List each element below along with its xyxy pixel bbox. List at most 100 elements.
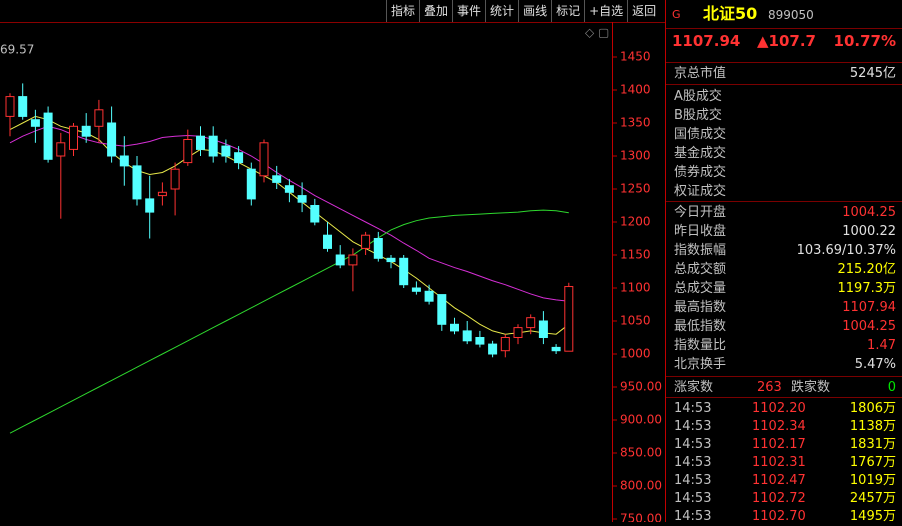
row-value: 5.47% [854,357,896,372]
toolbar-button[interactable]: 统计 [485,0,518,22]
panel-border [665,0,666,522]
candle-body [424,290,434,302]
y-tick-label: 1250 [620,182,651,196]
row-label: A股成交 [674,89,722,104]
down-count: 0 [887,380,896,395]
row-value: 103.69/10.37% [796,243,896,258]
row-label: 总成交额 [674,262,727,277]
toolbar-button[interactable]: 画线 [518,0,551,22]
toolbar-button[interactable]: 指标 [386,0,419,22]
candle-body [361,234,371,249]
y-tick-label: 1050 [620,314,651,328]
row-value: 1004.25 [842,205,896,220]
tick-time: 14:53 [674,419,712,434]
candle-body [475,337,485,345]
y-tick-label: 950.00 [620,380,662,394]
candle-body [81,125,91,137]
candle-body [132,165,142,200]
index-code: 899050 [768,8,814,22]
tick-time: 14:53 [674,455,712,470]
tick-volume: 1138万 [849,419,896,434]
separator [666,28,902,29]
tick-time: 14:53 [674,509,712,524]
tick-price: 1102.31 [752,455,806,470]
row-label: 债券成交 [674,165,727,180]
candle-body [538,320,548,338]
toolbar-button[interactable]: 返回 [627,0,660,22]
y-tick-label: 1350 [620,116,651,130]
index-name: 北证50 [703,4,758,23]
row-label: 权证成交 [674,184,727,199]
candle-body [119,155,129,167]
down-label: 跌家数 [791,380,831,395]
candle-body [373,238,383,259]
candle-body [259,142,269,177]
toolbar-button[interactable]: 叠加 [419,0,452,22]
row-label: 最高指数 [674,300,727,315]
separator [666,62,902,63]
row-value: 1197.3万 [837,281,897,296]
candle-body [30,119,40,127]
tick-price: 1102.17 [752,437,806,452]
toolbar-button[interactable]: +自选 [584,0,627,22]
candle-body [18,96,28,117]
row-label: 北京换手 [674,357,727,372]
tick-volume: 1806万 [849,401,896,416]
change: ▲107.7 [757,32,816,50]
y-tick-label: 1400 [620,83,651,97]
candle-body [69,125,78,150]
ma-line [9,115,570,335]
candle-body [183,139,193,164]
toolbar-button[interactable]: 标记 [551,0,584,22]
tick-time: 14:53 [674,401,712,416]
y-tick-label: 1000 [620,347,651,361]
tick-volume: 1831万 [849,437,896,452]
candle-body [272,175,282,183]
candle-body [43,112,53,160]
candle-body [526,317,536,329]
tick-price: 1102.20 [752,401,806,416]
toolbar-button[interactable]: 事件 [452,0,485,22]
tick-time: 14:53 [674,473,712,488]
row-value: 1107.94 [842,300,896,315]
candle-body [145,198,155,213]
candle-body [284,185,294,193]
y-tick-label: 850.00 [620,446,662,460]
chart: 69.57 ◇ ▢ 1450 1400 1350 1300 1250 1200 1150 11… [0,22,666,522]
y-tick-label: 1200 [620,215,651,229]
candle-body [564,286,574,352]
candle-body [399,257,409,286]
candle-body [450,323,459,332]
candle-body [234,152,244,164]
ma-line [9,209,569,434]
y-tick-label: 900.00 [620,413,662,427]
row-label: 总成交量 [674,281,727,296]
price: 1107.94 [672,32,741,50]
candle-body [5,96,15,117]
separator [666,201,902,202]
candle-body [157,191,167,197]
y-tick-label: 1150 [620,248,651,262]
flag: G [672,8,681,21]
row-label: 指数振幅 [674,243,727,258]
candle-body [386,257,396,263]
candle-body [221,145,231,157]
change-pct: 10.77% [833,32,896,50]
row-value: 215.20亿 [837,262,897,277]
candle-body [488,343,498,355]
tick-volume: 1019万 [849,473,896,488]
candle-body [246,168,256,200]
candle-body [310,205,320,223]
candle-body [411,287,421,292]
row-value: 1.47 [867,338,896,353]
row-label: 指数量比 [674,338,727,353]
candle-body [94,109,104,127]
candle-body [56,142,66,157]
separator [666,84,902,85]
candle-body [437,294,447,325]
candle-body [297,195,307,203]
tick-price: 1102.47 [752,473,806,488]
row-label: 昨日收盘 [674,224,727,239]
row-label: 国债成交 [674,127,727,142]
